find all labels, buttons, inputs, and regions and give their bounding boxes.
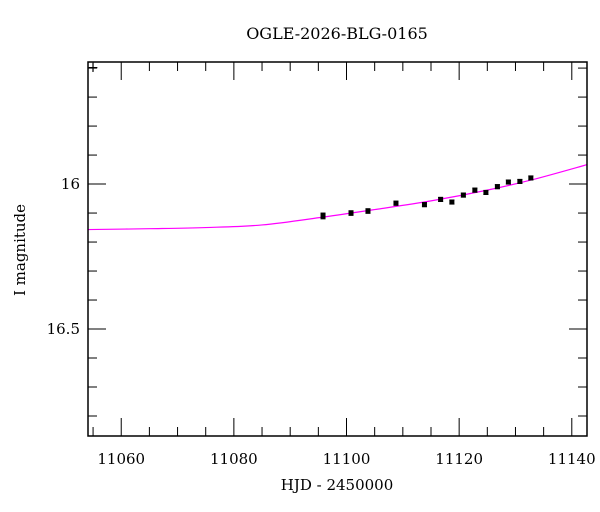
- x-axis-label: HJD - 2450000: [281, 476, 394, 494]
- point-marker: [348, 210, 354, 216]
- point-marker: [365, 208, 371, 214]
- data-point: [320, 212, 326, 220]
- y-tick-labels: 16 16.5: [47, 175, 80, 338]
- data-point: [348, 210, 354, 216]
- axis-ticks: [88, 62, 587, 436]
- data-point: [421, 202, 427, 208]
- chart-title: OGLE-2026-BLG-0165: [246, 24, 428, 43]
- model-curve: [87, 164, 588, 231]
- x-tick-label: 11100: [323, 450, 371, 468]
- data-point: [472, 187, 478, 193]
- data-point: [460, 192, 466, 198]
- point-marker: [528, 175, 534, 181]
- point-marker: [449, 199, 455, 205]
- x-tick-label: 11060: [97, 450, 145, 468]
- data-point: [483, 189, 489, 195]
- point-marker: [517, 178, 523, 184]
- data-point: [438, 196, 444, 202]
- point-marker: [505, 179, 511, 185]
- y-tick-label: 16.5: [47, 320, 80, 338]
- plot-frame: [87, 61, 588, 437]
- data-point: [517, 178, 523, 184]
- x-tick-labels: 11060 11080 11100 11120 11140: [97, 450, 595, 468]
- data-point: [505, 179, 511, 185]
- point-marker: [483, 189, 489, 195]
- data-point: [494, 184, 500, 190]
- x-tick-label: 11140: [548, 450, 596, 468]
- data-point: [449, 199, 455, 205]
- x-tick-label: 11120: [435, 450, 483, 468]
- y-tick-label: 16: [61, 175, 80, 193]
- model-fit-line: [87, 164, 588, 231]
- y-axis-label: I magnitude: [11, 204, 29, 296]
- corner-plus-marker: +: [87, 60, 99, 76]
- point-marker: [421, 202, 427, 208]
- data-point: [528, 175, 534, 181]
- data-point: [365, 208, 371, 214]
- data-point: [393, 200, 399, 206]
- point-marker: [393, 200, 399, 206]
- data-points: [320, 175, 534, 220]
- point-marker: [460, 192, 466, 198]
- point-marker: [438, 196, 444, 202]
- x-tick-label: 11080: [210, 450, 258, 468]
- point-marker: [494, 184, 500, 190]
- point-marker: [320, 213, 326, 219]
- point-marker: [472, 187, 478, 193]
